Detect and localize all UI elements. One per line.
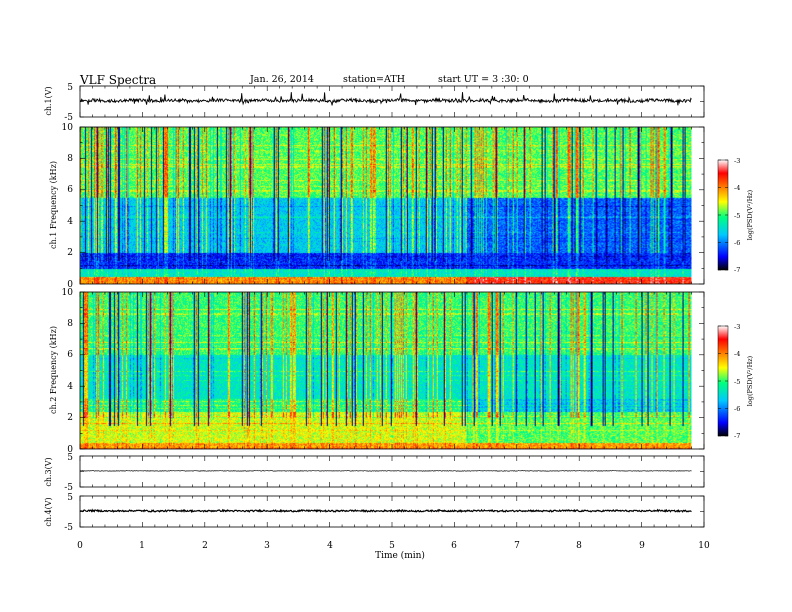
xtick-6: 6 (451, 541, 457, 551)
ch2-ytick-0: 0 (67, 445, 73, 455)
ch1-waveform-line (79, 92, 692, 106)
ch2-spectrogram-panel: 0 2 4 6 8 10 ch.2 Frequency (kHz) (49, 288, 705, 455)
ch1-waveform-ytick-bottom: -5 (64, 113, 73, 123)
ch2-colorbar-tick-m6: -6 (734, 405, 740, 413)
ch1-waveform-ytick-top: 5 (67, 83, 73, 93)
xtick-3: 3 (264, 541, 270, 551)
figure-title: VLF Spectra (79, 73, 156, 87)
x-axis: 0 1 2 3 4 5 6 7 8 9 10 Time (min) (77, 541, 710, 561)
xtick-4: 4 (327, 541, 333, 551)
ch2-ytick-2: 2 (67, 413, 73, 423)
ch1-colorbar-label: log(PSD(V²/Hz) (746, 189, 754, 240)
ch1-ytick-10: 10 (62, 123, 74, 133)
ch1-spectrogram-image (80, 127, 692, 284)
ch2-spectrogram-ylabel: ch.2 Frequency (kHz) (49, 326, 58, 414)
ch1-colorbar: -3 -4 -5 -6 -7 log(PSD(V²/Hz) (717, 157, 754, 274)
ch2-colorbar-ticks (718, 325, 728, 437)
ch2-ytick-10: 10 (62, 288, 74, 298)
ch1-spectrogram-ylabel: ch.1 Frequency (kHz) (49, 161, 58, 249)
ch4-waveform-panel: 5 -5 ch.4(V) (44, 493, 705, 533)
ch2-spectrogram-ticks (79, 291, 705, 450)
ch3-waveform-ylabel: ch.3(V) (44, 457, 53, 486)
ch2-colorbar: -3 -4 -5 -6 -7 log(PSD(V²/Hz) (717, 323, 754, 440)
ch3-waveform-ytick-bottom: -5 (64, 483, 73, 493)
xtick-7: 7 (514, 541, 520, 551)
ch1-colorbar-tick-m6: -6 (734, 239, 740, 247)
ch4-waveform-ytick-top: 5 (67, 493, 73, 503)
ch4-waveform-line (79, 508, 692, 514)
ch1-colorbar-tick-m7: -7 (734, 266, 740, 274)
ch1-colorbar-tick-m5: -5 (734, 212, 740, 220)
ch2-colorbar-tick-m7: -7 (734, 432, 740, 440)
ch1-ytick-4: 4 (67, 217, 73, 227)
ch2-ytick-8: 8 (67, 319, 73, 329)
ch1-spectrogram-ticks (79, 126, 705, 285)
ch1-ytick-2: 2 (67, 248, 73, 258)
ch1-colorbar-tick-m4: -4 (734, 184, 740, 192)
ch1-waveform-ticks (79, 85, 705, 118)
ch1-colorbar-tick-m3: -3 (734, 157, 740, 165)
ch3-waveform-line (79, 470, 692, 472)
ch1-spectrogram-panel: 0 2 4 6 8 10 ch.1 Frequency (kHz) (49, 123, 705, 290)
ch2-colorbar-tick-m4: -4 (734, 350, 740, 358)
ch4-waveform-ytick-bottom: -5 (64, 523, 73, 533)
ch2-ytick-6: 6 (67, 350, 73, 360)
xtick-10: 10 (698, 541, 710, 551)
ch4-waveform-ylabel: ch.4(V) (44, 497, 53, 526)
station-label: station=ATH (343, 74, 405, 85)
xtick-8: 8 (576, 541, 582, 551)
ch1-waveform-ylabel: ch.1(V) (44, 86, 53, 115)
ch2-spectrogram-image (80, 292, 692, 449)
start-time-label: start UT = 3 :30: 0 (438, 74, 529, 85)
ch1-waveform-panel: 5 -5 ch.1(V) (44, 83, 705, 123)
ch3-waveform-panel: 5 -5 ch.3(V) (44, 453, 705, 493)
xtick-5: 5 (389, 541, 395, 551)
xtick-0: 0 (77, 541, 83, 551)
ch3-waveform-ytick-top: 5 (67, 453, 73, 463)
ch1-ytick-8: 8 (67, 154, 73, 164)
ch3-waveform-ticks (79, 455, 705, 488)
xtick-9: 9 (639, 541, 645, 551)
ch2-colorbar-label: log(PSD(V²/Hz) (746, 355, 754, 406)
xtick-1: 1 (139, 541, 145, 551)
ch2-ytick-4: 4 (67, 382, 73, 392)
ch1-ytick-6: 6 (67, 185, 73, 195)
x-axis-label: Time (min) (375, 550, 425, 561)
ch2-colorbar-tick-m5: -5 (734, 378, 740, 386)
ch2-colorbar-tick-m3: -3 (734, 323, 740, 331)
ch1-ytick-0: 0 (67, 280, 73, 290)
ch4-waveform-ticks (79, 495, 705, 528)
date-label: Jan. 26, 2014 (249, 74, 314, 85)
ch1-colorbar-ticks (718, 159, 728, 271)
xtick-2: 2 (202, 541, 208, 551)
